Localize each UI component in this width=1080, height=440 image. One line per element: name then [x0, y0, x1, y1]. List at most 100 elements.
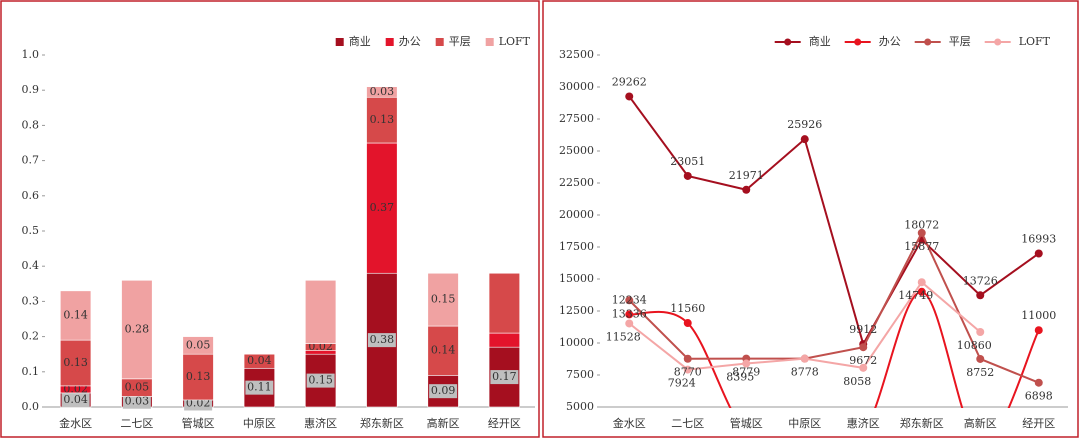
data-label: 12234: [612, 293, 647, 306]
data-label: 8770: [674, 366, 702, 379]
data-label: 8779: [732, 366, 760, 379]
x-tick-label: 二七区: [120, 417, 153, 430]
y-tick-label: 0.3: [22, 294, 40, 307]
data-label: 0.03: [370, 85, 395, 98]
x-tick-label: 中原区: [243, 417, 276, 430]
legend-label: 办公: [399, 35, 421, 48]
point: [683, 354, 692, 363]
point: [625, 319, 634, 328]
data-label: 0.05: [125, 381, 150, 394]
x-tick-label: 管城区: [182, 416, 215, 430]
point: [800, 135, 809, 144]
point: [859, 343, 868, 352]
data-label: 0.14: [63, 308, 88, 321]
point: [1034, 378, 1043, 387]
label-box: [367, 333, 396, 348]
y-tick-label: 0.4: [22, 259, 40, 272]
x-tick-label: 经开区: [1022, 417, 1055, 430]
legend-swatch: [854, 38, 862, 46]
data-label: 0.13: [186, 370, 211, 383]
data-label: 0.38: [370, 333, 395, 346]
label-box: [61, 392, 90, 407]
legend-label: 商业: [349, 34, 371, 48]
legend-label: LOFT: [499, 35, 531, 48]
point: [742, 359, 751, 368]
right-frame: [542, 0, 1079, 438]
y-tick-label: 15000: [559, 272, 594, 285]
y-tick-label: 0.5: [22, 224, 40, 237]
y-tick-label: 1.0: [22, 48, 40, 61]
x-tick-label: 惠济区: [304, 416, 337, 430]
y-tick-label: 0.0: [22, 400, 40, 413]
bar-segment: [60, 290, 92, 341]
plot-area: [625, 92, 1043, 408]
data-label: 13336: [612, 307, 647, 320]
data-label: 11528: [606, 330, 641, 343]
data-label: 15877: [904, 240, 939, 253]
data-label: 21971: [729, 169, 764, 182]
data-label: 14749: [898, 289, 933, 302]
data-label: 16993: [1021, 232, 1056, 245]
legend-label: LOFT: [1019, 35, 1051, 48]
label-box: [122, 394, 151, 409]
point: [917, 228, 926, 237]
legend-label: 平层: [449, 35, 471, 48]
y-tick-label: 32500: [559, 48, 594, 61]
point: [1034, 326, 1043, 335]
bar-segment: [366, 86, 398, 98]
left-frame: [0, 0, 540, 438]
y-tick-label: 27500: [559, 112, 594, 125]
legend-label: 办公: [879, 35, 901, 48]
legend-label: 商业: [809, 34, 831, 48]
point: [742, 185, 751, 194]
bar-segment: [182, 353, 214, 401]
data-label: 18072: [904, 219, 939, 232]
legend-swatch: [994, 38, 1002, 46]
point: [683, 319, 692, 328]
data-label: 9912: [849, 323, 877, 336]
data-label: 0.03: [125, 395, 150, 408]
bar-segment: [121, 279, 153, 380]
data-label: 0.17: [492, 370, 517, 383]
point: [976, 327, 985, 336]
point: [976, 291, 985, 300]
data-label: 7924: [668, 377, 696, 390]
data-label: 0.04: [63, 393, 88, 406]
point: [917, 287, 926, 296]
bar-segment: [427, 325, 459, 376]
label-box: [306, 373, 335, 388]
y-tick-label: 7500: [566, 368, 594, 381]
point: [800, 354, 809, 363]
data-label: 8395: [726, 371, 754, 384]
bar-segment: [427, 272, 459, 327]
data-label: 13726: [963, 274, 998, 287]
bar-segment: [60, 339, 92, 387]
x-tick-label: 郑东新区: [360, 416, 404, 430]
x-tick-label: 金水区: [59, 416, 92, 430]
data-label: 9672: [849, 354, 877, 367]
y-tick-label: 0.7: [22, 154, 40, 167]
data-label: 0.09: [431, 384, 456, 397]
data-label: 6898: [1025, 390, 1053, 403]
data-label: 25926: [787, 118, 822, 131]
data-label: 0.15: [308, 374, 333, 387]
data-label: 8778: [791, 366, 819, 379]
legend-swatch: [385, 38, 394, 46]
y-tick-label: 30000: [559, 80, 594, 93]
point: [976, 354, 985, 363]
data-label: 0.15: [431, 293, 456, 306]
legend-swatch: [435, 38, 444, 46]
data-label: 0.28: [125, 323, 150, 336]
label-box: [245, 380, 274, 395]
point: [625, 296, 634, 305]
data-label: 11000: [1021, 309, 1056, 322]
data-label: 0.37: [370, 201, 395, 214]
y-tick-label: 0.8: [22, 118, 40, 131]
series-line: [629, 290, 1040, 408]
data-label: 8058: [843, 375, 871, 388]
y-tick-label: 0.9: [22, 83, 40, 96]
legend-swatch: [784, 38, 792, 46]
series-line: [628, 95, 1040, 347]
data-label: 8752: [966, 366, 994, 379]
y-tick-label: 10000: [559, 336, 594, 349]
